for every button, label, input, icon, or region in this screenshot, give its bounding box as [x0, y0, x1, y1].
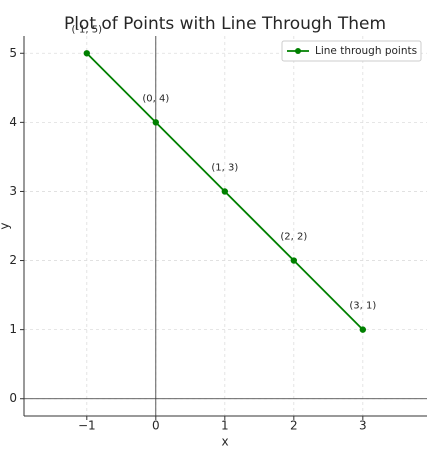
y-axis-label: y [0, 222, 12, 229]
chart-title: Plot of Points with Line Through Them [64, 14, 386, 34]
data-point [83, 50, 90, 57]
data-point [290, 257, 298, 264]
data-point [221, 188, 229, 195]
data-point [152, 119, 160, 126]
y-tick-label: 3 [9, 184, 17, 198]
legend-marker [295, 48, 301, 54]
legend-label: Line through points [315, 45, 417, 57]
data-label: (-1, 5) [72, 24, 103, 35]
data-label: (3, 1) [349, 301, 376, 312]
y-tick-label: 4 [9, 115, 17, 129]
x-tick-label: 1 [221, 419, 229, 433]
y-tick-label: 5 [9, 46, 17, 60]
x-tick-label: 2 [290, 419, 298, 433]
x-axis-label: x [221, 435, 228, 449]
y-tick-label: 1 [9, 322, 17, 336]
data-label: (2, 2) [280, 232, 307, 243]
x-tick-label: 3 [359, 419, 367, 433]
x-tick-label: −1 [78, 419, 96, 433]
data-label: (0, 4) [142, 93, 169, 104]
data-point [359, 326, 367, 333]
y-tick-label: 2 [9, 253, 17, 267]
legend-box [281, 40, 422, 62]
y-tick-label: 0 [9, 391, 17, 405]
x-tick-label: 0 [152, 419, 160, 433]
data-label: (1, 3) [211, 162, 238, 173]
